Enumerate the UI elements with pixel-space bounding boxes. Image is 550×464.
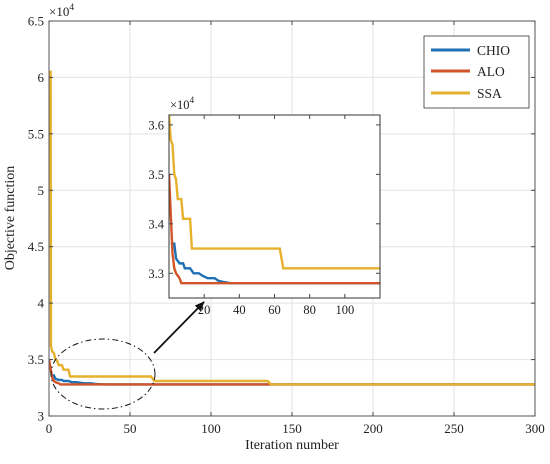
inset-series-alo (169, 174, 380, 285)
main-ytick-label-2: 4 (38, 296, 45, 311)
main-xtick-label-6: 300 (525, 421, 545, 436)
main-exponent-label: ×104 (49, 3, 74, 19)
inset-xtick-label-3: 80 (303, 303, 316, 317)
inset-xtick-label-2: 60 (268, 303, 281, 317)
main-xtick-label-5: 250 (444, 421, 464, 436)
main-xtick-label-4: 200 (363, 421, 383, 436)
inset-ytick-label-3: 3.6 (148, 118, 164, 132)
inset-plot-background (169, 115, 380, 298)
main-xtick-label-2: 100 (201, 421, 221, 436)
inset-ticks: 20 40 60 80 100 3.3 3.4 3.5 3.6 (148, 115, 380, 317)
legend-label-chio: CHIO (477, 43, 510, 58)
main-ytick-label-3: 4.5 (28, 239, 44, 254)
main-ytick-label-4: 5 (38, 183, 45, 198)
legend-label-alo: ALO (477, 64, 505, 79)
inset-exponent-label: ×104 (170, 95, 195, 112)
x-axis-label: Iteration number (245, 438, 339, 453)
main-series-alo (49, 359, 535, 386)
main-ytick-label-5: 5.5 (28, 126, 44, 141)
main-ytick-label-1: 3.5 (28, 352, 44, 367)
legend-label-ssa: SSA (477, 86, 502, 101)
main-ytick-label-0: 3 (38, 409, 45, 424)
inset-ytick-label-2: 3.5 (148, 168, 164, 182)
main-xtick-label-0: 0 (46, 421, 53, 436)
inset-series-group (169, 115, 380, 285)
main-ticks: 0 50 100 150 200 250 300 3 3.5 4 4.5 5 5.5 6 6.5 (28, 14, 545, 437)
legend: CHIO ALO SSA (423, 35, 530, 109)
inset-ytick-label-0: 3.3 (148, 267, 164, 281)
main-series-group (49, 70, 535, 386)
inset-ytick-label-1: 3.4 (148, 217, 164, 231)
inset-series-ssa (169, 115, 380, 270)
inset-xtick-label-4: 100 (335, 303, 354, 317)
inset-xtick-label-0: 20 (198, 303, 211, 317)
zoom-region-ellipse (50, 338, 156, 410)
inset-series-chio (170, 242, 380, 285)
main-xtick-label-1: 50 (124, 421, 137, 436)
main-ytick-label-7: 6.5 (28, 14, 44, 29)
main-ytick-label-6: 6 (38, 70, 45, 85)
inset-xtick-label-1: 40 (233, 303, 246, 317)
y-axis-label: Objective function (3, 166, 18, 271)
main-xtick-label-3: 150 (282, 421, 302, 436)
zoom-arrow (153, 301, 205, 354)
main-series-ssa (49, 70, 535, 386)
